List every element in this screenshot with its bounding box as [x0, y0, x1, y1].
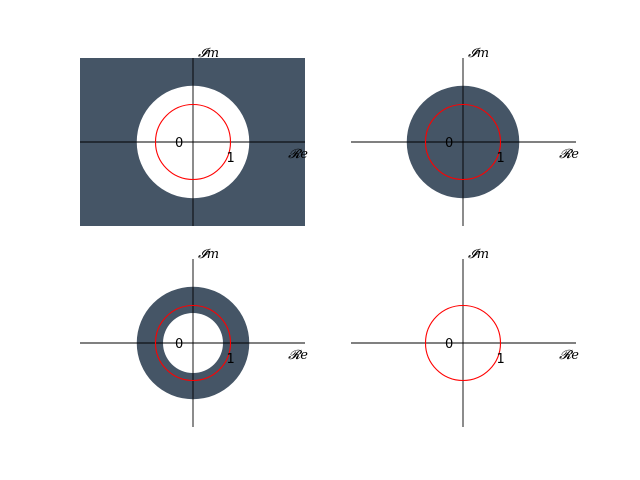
unit-label: 1 [497, 151, 505, 166]
origin-label: 0 [175, 136, 183, 151]
complex-plane-panel-1: 0 1 𝓡e 𝓘m [80, 46, 308, 226]
unit-label: 1 [227, 151, 235, 166]
region-annulus [136, 286, 250, 400]
imaginary-axis-label: 𝓘m [198, 46, 219, 61]
imaginary-axis-label: 𝓘m [468, 46, 489, 61]
real-axis-label: 𝓡e [559, 348, 579, 363]
unit-circle [154, 304, 232, 382]
origin-label: 0 [445, 136, 453, 151]
unit-label: 1 [497, 352, 505, 367]
real-axis-label: 𝓡e [288, 348, 308, 363]
origin-label: 0 [445, 337, 453, 352]
imaginary-axis-label: 𝓘m [468, 247, 489, 262]
complex-plane-panel-3: 0 1 𝓡e 𝓘m [80, 247, 308, 427]
complex-plane-panel-2: 0 1 𝓡e 𝓘m [351, 46, 579, 226]
unit-circle [424, 304, 502, 382]
real-axis-label: 𝓡e [288, 147, 308, 162]
complex-plane-panel-4: 0 1 𝓡e 𝓘m [351, 247, 579, 427]
imaginary-axis-label: 𝓘m [198, 247, 219, 262]
real-axis-label: 𝓡e [559, 147, 579, 162]
origin-label: 0 [175, 337, 183, 352]
unit-circle [154, 103, 232, 181]
unit-circle [424, 103, 502, 181]
region-exterior [80, 58, 305, 226]
unit-label: 1 [227, 352, 235, 367]
